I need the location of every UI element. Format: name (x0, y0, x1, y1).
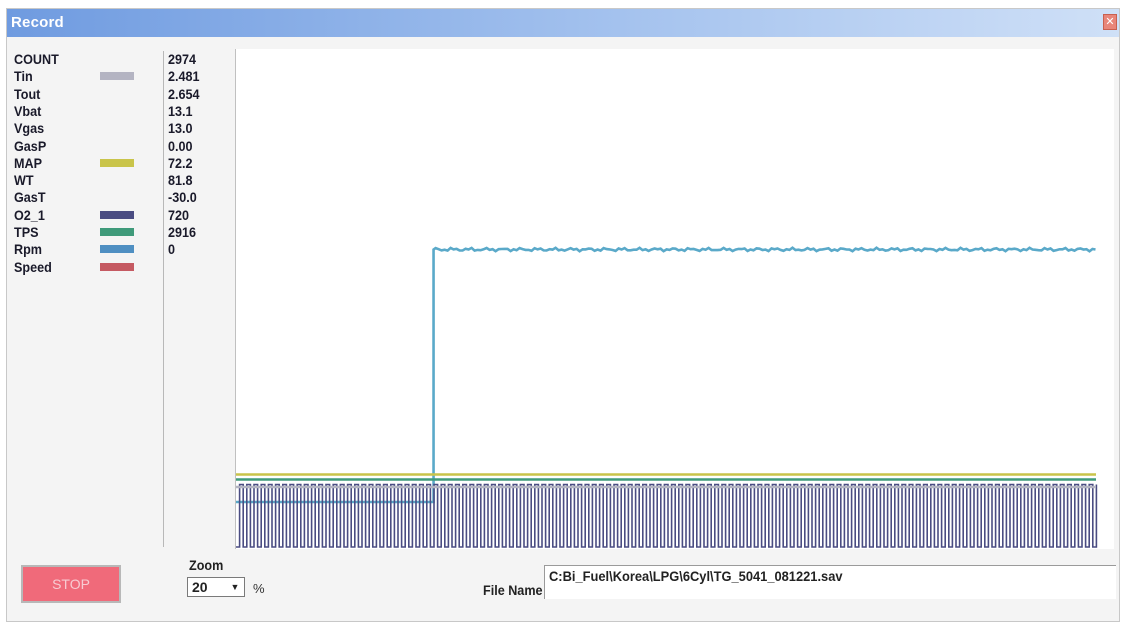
zoom-label: Zoom (189, 557, 224, 573)
channel-value: -30.0 (168, 189, 197, 206)
close-icon[interactable]: ✕ (1103, 14, 1117, 30)
channel-label: MAP (14, 154, 43, 171)
chevron-down-icon[interactable]: ▼ (230, 582, 240, 592)
file-name-value: C:Bi_Fuel\Korea\LPG\6Cyl\TG_5041_081221.… (549, 568, 843, 584)
signal-plot (235, 49, 1114, 549)
signal-chart (236, 246, 1098, 548)
series-line-4 (236, 483, 1098, 548)
file-name-label: File Name (483, 582, 543, 598)
channel-label: GasT (14, 189, 46, 206)
channel-label: Vbat (14, 102, 42, 119)
channel-label: GasP (14, 137, 47, 154)
channel-value: 0 (168, 241, 176, 258)
percent-label: % (253, 581, 265, 596)
zoom-value: 20 (192, 579, 208, 595)
channel-value: 72.2 (168, 154, 193, 171)
channel-color-swatch (100, 158, 134, 167)
zoom-select[interactable]: 20 ▼ (187, 577, 245, 597)
channel-color-swatch (100, 228, 134, 236)
stop-button[interactable]: STOP (21, 565, 121, 603)
channel-value: 720 (168, 206, 190, 223)
channel-label: Tout (14, 85, 41, 102)
channel-value: 2916 (168, 224, 197, 240)
record-window: Record ✕ COUNT Tin Tout Vbat Vgas GasP MAP WT Ga… (6, 8, 1120, 622)
channel-value: 13.0 (168, 120, 193, 137)
channel-value: 81.8 (168, 172, 193, 189)
file-name-field[interactable]: C:Bi_Fuel\Korea\LPG\6Cyl\TG_5041_081221.… (544, 565, 1116, 599)
channel-label: Vgas (14, 120, 45, 137)
channel-color-swatch (100, 210, 134, 219)
channel-label: Tin (14, 68, 33, 85)
channel-label: COUNT (14, 51, 59, 67)
channel-value: 2974 (168, 51, 197, 67)
channel-color-swatch (100, 262, 134, 271)
channel-label-panel: COUNT Tin Tout Vbat Vgas GasP MAP WT GasT O2_1 TPS… (13, 51, 163, 547)
channel-label: WT (14, 172, 34, 189)
series-line-1 (236, 246, 1096, 504)
channel-color-swatch (100, 245, 134, 254)
channel-value: 2.481 (168, 68, 200, 85)
channel-label: TPS (14, 224, 39, 240)
window-title: Record (11, 14, 64, 31)
channel-value: 2.654 (168, 85, 200, 102)
channel-label: O2_1 (14, 206, 45, 223)
channel-value-panel: 2974 2.481 2.654 13.1 13.0 0.00 72.2 81.8 -30.0 7… (163, 51, 234, 547)
channel-label: Rpm (14, 241, 43, 258)
channel-color-swatch (100, 72, 134, 81)
channel-value: 0.00 (168, 137, 193, 154)
channel-label: Speed (14, 258, 52, 275)
channel-value: 13.1 (168, 102, 193, 119)
title-bar: Record ✕ (7, 9, 1119, 37)
